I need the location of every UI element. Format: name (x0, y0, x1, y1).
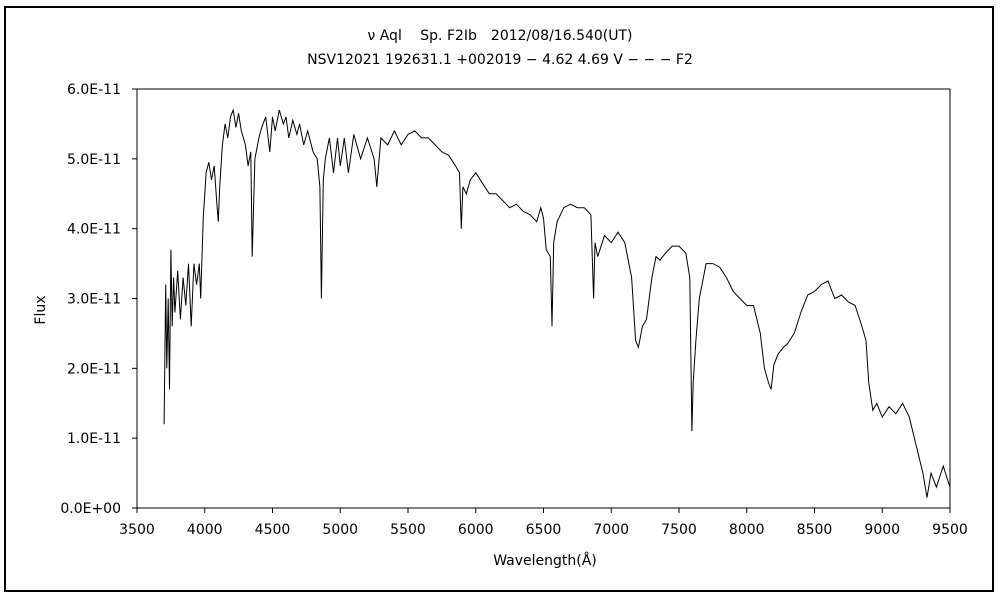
plot-area (136, 88, 951, 509)
x-tick-label: 5500 (390, 522, 426, 538)
x-tick-label: 7500 (661, 522, 697, 538)
y-tick-label: 3.0E-11 (67, 292, 121, 308)
chart-frame (4, 6, 994, 592)
y-axis-label: Flux (33, 295, 49, 324)
y-tick-label: 1.0E-11 (67, 431, 121, 447)
chart-title: ν Aql Sp. F2Ib 2012/08/16.540(UT) (367, 28, 633, 44)
y-tick-label: 5.0E-11 (67, 152, 121, 168)
x-tick-label: 6500 (526, 522, 562, 538)
x-tick-label: 7000 (593, 522, 629, 538)
x-tick-label: 3500 (119, 522, 155, 538)
x-axis-ticks: 3500 4000 4500 5000 5500 6000 6500 7000 7500 8000… (119, 508, 968, 538)
y-axis-ticks: 0.0E+00 1.0E-11 2.0E-11 3.0E-11 4.0E-11 5.0E-… (60, 82, 137, 517)
x-tick-label: 5000 (322, 522, 358, 538)
y-tick-label: 4.0E-11 (67, 222, 121, 238)
x-tick-label: 6000 (458, 522, 494, 538)
chart-subtitle: NSV12021 192631.1 +002019 − 4.62 4.69 V … (307, 52, 693, 68)
y-tick-label: 2.0E-11 (67, 361, 121, 377)
x-tick-label: 4000 (187, 522, 223, 538)
x-tick-label: 4500 (255, 522, 291, 538)
x-tick-label: 8000 (729, 522, 765, 538)
y-tick-label: 0.0E+00 (60, 501, 121, 517)
y-tick-label: 6.0E-11 (67, 82, 121, 98)
x-axis-label: Wavelength(Å) (493, 552, 597, 569)
spectrum-line (163, 108, 951, 498)
x-tick-label: 8500 (797, 522, 833, 538)
x-tick-label: 9000 (864, 522, 900, 538)
x-tick-label: 9500 (932, 522, 968, 538)
